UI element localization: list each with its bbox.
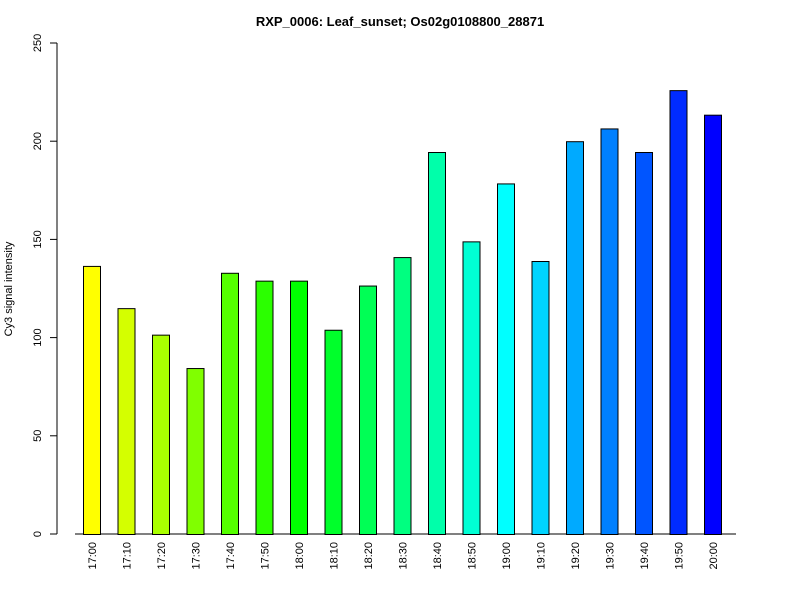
bar-2000 <box>704 114 722 535</box>
x-tick-label: 17:00 <box>87 542 99 570</box>
y-tick-label: 50 <box>32 430 44 442</box>
y-tick-label: 250 <box>32 34 44 52</box>
x-tick-label: 18:50 <box>467 542 479 570</box>
bar-1710 <box>117 308 136 536</box>
x-tick-label: 18:00 <box>294 542 306 570</box>
x-tick-label: 19:30 <box>605 542 617 570</box>
x-tick-label: 17:50 <box>260 542 272 570</box>
bar-1930 <box>600 128 619 536</box>
bar-1950 <box>669 90 688 536</box>
bar-1740 <box>221 272 239 535</box>
bar-1730 <box>186 368 205 535</box>
bar-1750 <box>255 280 274 536</box>
y-tick-label: 150 <box>32 230 44 248</box>
x-tick-label: 17:30 <box>191 542 203 570</box>
x-tick-label: 19:00 <box>501 542 513 570</box>
bar-1840 <box>428 152 446 535</box>
bar-1800 <box>290 280 308 536</box>
bar-1830 <box>393 257 412 535</box>
bar-1910 <box>531 261 550 535</box>
x-tick-label: 18:10 <box>329 542 341 570</box>
x-tick-label: 19:40 <box>639 542 651 570</box>
x-axis: 17:00 17:10 17:20 17:30 17:40 17:50 18:00 18:10… <box>75 533 736 570</box>
bar-1900 <box>497 183 515 535</box>
x-tick-label: 18:30 <box>398 542 410 570</box>
bar-1700 <box>83 265 101 535</box>
x-tick-label: 18:40 <box>432 542 444 570</box>
bar-1810 <box>324 329 343 535</box>
y-tick-label: 200 <box>32 132 44 150</box>
bar-1940 <box>635 152 653 535</box>
bar-1850 <box>462 241 481 535</box>
bar-1720 <box>152 334 170 535</box>
y-axis: 0 50 100 150 200 250 <box>32 34 58 537</box>
x-tick-label: 17:10 <box>122 542 134 570</box>
x-tick-label: 18:20 <box>363 542 375 570</box>
x-tick-label: 19:10 <box>536 542 548 570</box>
x-tick-label: 20:00 <box>708 542 720 570</box>
bar-1820 <box>359 285 377 535</box>
chart-title: RXP_0006: Leaf_sunset; Os02g0108800_2887… <box>256 14 544 29</box>
y-tick-label: 100 <box>32 328 44 346</box>
x-tick-label: 19:50 <box>674 542 686 570</box>
x-tick-label: 17:40 <box>225 542 237 570</box>
x-tick-label: 19:20 <box>570 542 582 570</box>
x-tick-label: 17:20 <box>156 542 168 570</box>
y-axis-label: Cy3 signal intensity <box>3 241 15 336</box>
bars-group <box>83 90 722 536</box>
y-tick-label: 0 <box>32 531 44 537</box>
bar-1920 <box>566 141 584 535</box>
